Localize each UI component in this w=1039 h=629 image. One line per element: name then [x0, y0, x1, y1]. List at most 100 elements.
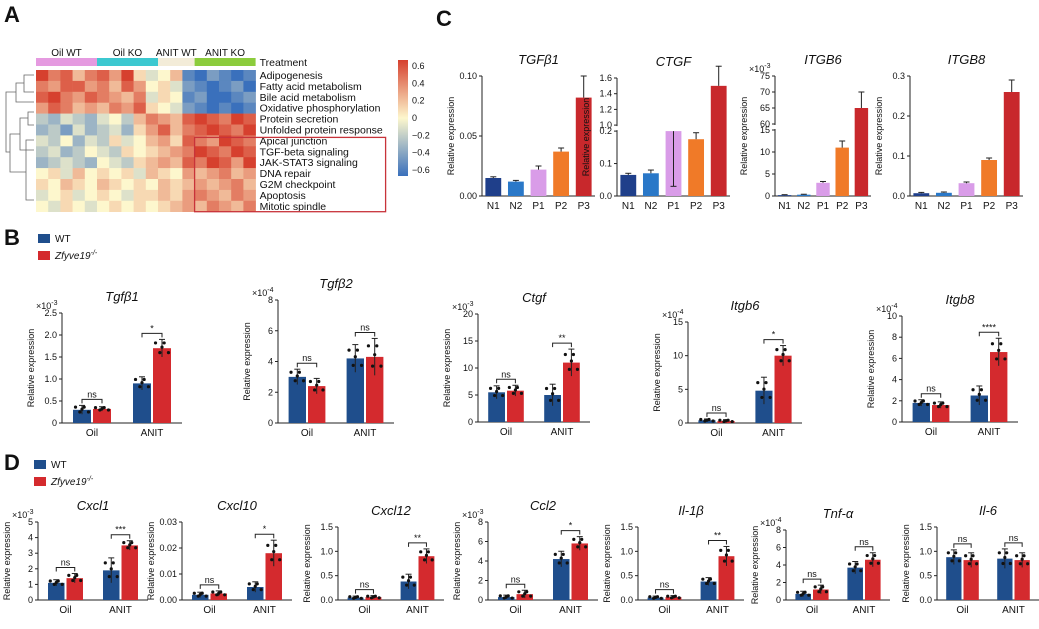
heatmap-cell — [243, 102, 256, 114]
group-label: Oil WT — [51, 48, 82, 59]
y-axis-label: Relative expression — [652, 333, 662, 412]
data-point — [48, 579, 52, 583]
heatmap-cell — [243, 168, 256, 180]
y-axis-label: Relative expression — [866, 330, 876, 409]
heatmap-row-label: Bile acid metabolism — [260, 92, 357, 104]
data-point — [529, 594, 533, 598]
legend-label-wt: WT — [51, 460, 67, 471]
heatmap-cell — [84, 146, 98, 158]
heatmap-cell — [36, 113, 49, 125]
data-point — [217, 591, 221, 595]
heatmap-cell — [219, 157, 232, 169]
heatmap-cell — [84, 70, 98, 82]
data-point — [82, 405, 86, 409]
y-tick-label: 20 — [463, 309, 473, 319]
data-point — [351, 363, 355, 367]
heatmap-cell — [231, 146, 244, 158]
significance-label: ns — [958, 534, 968, 544]
heatmap-cell — [145, 189, 159, 202]
heatmap-cell — [219, 146, 232, 158]
heatmap-cell — [170, 200, 183, 212]
heatmap-cell — [133, 124, 147, 136]
heatmap-cell — [36, 80, 49, 93]
color-scale-tick: 0.6 — [412, 61, 425, 71]
data-point — [52, 582, 56, 587]
heatmap-cell — [231, 91, 244, 103]
bar-wt-Oil — [946, 557, 962, 600]
legend-panel-b: WT Zfyve19-/- — [38, 234, 98, 262]
heatmap-cell — [121, 157, 134, 169]
legend-label-ko: Zfyve19-/- — [54, 250, 98, 262]
y-tick-label: 0.1 — [892, 151, 905, 161]
data-point — [359, 363, 364, 367]
heatmap-cell — [194, 80, 208, 93]
heatmap-cell — [84, 102, 98, 114]
bar-N2 — [642, 173, 659, 196]
y-tick-label: 5 — [678, 384, 683, 394]
data-point — [122, 540, 126, 545]
data-point — [73, 575, 77, 580]
chart-Itgb6: Itgb6 ×10-4 Relative expression 0 5 10 15 Oil ns… — [652, 298, 802, 439]
y-tick-label: 0 — [678, 418, 683, 428]
y-tick-label: 0.0 — [320, 595, 333, 605]
heatmap-cell — [158, 146, 171, 158]
y-tick-label: 10 — [760, 147, 770, 157]
heatmap-cell — [109, 189, 122, 202]
y-tick-label: 4 — [776, 560, 781, 570]
data-point — [760, 395, 764, 400]
heatmap-cell — [109, 146, 122, 158]
heatmap-cell — [121, 135, 134, 147]
data-point — [93, 406, 98, 410]
heatmap-cell — [182, 168, 195, 180]
group-label: ANIT KO — [205, 48, 245, 59]
significance-bracket — [560, 530, 581, 535]
y-tick-label: 0.5 — [620, 571, 633, 581]
data-point — [975, 562, 979, 566]
data-point — [130, 540, 134, 545]
heatmap-cell — [145, 124, 159, 136]
y-tick-label: 0.5 — [44, 396, 57, 406]
data-point — [507, 385, 511, 390]
heatmap-cell — [121, 168, 134, 180]
data-point — [913, 399, 917, 403]
data-point — [865, 553, 869, 558]
heatmap-cell — [170, 124, 183, 136]
data-point — [781, 352, 785, 357]
heatmap-cell — [36, 179, 49, 191]
bar-ko-ANIT — [1014, 560, 1030, 600]
data-point — [768, 395, 772, 400]
heatmap-cell — [84, 200, 98, 212]
significance-label: ns — [926, 384, 936, 394]
y-tick-label: 1.0 — [599, 120, 612, 130]
bar-ko-ANIT — [418, 556, 435, 600]
heatmap-cell — [231, 189, 244, 202]
bar-wt-Oil — [48, 582, 65, 600]
bar-wt-Oil — [795, 593, 811, 600]
heatmap-cell — [182, 91, 195, 103]
data-point — [424, 553, 429, 557]
heatmap-cell — [158, 91, 171, 103]
heatmap-cell — [121, 146, 134, 158]
heatmap-row-label: Protein secretion — [260, 114, 339, 126]
heatmap-cell — [194, 102, 208, 114]
data-point — [377, 596, 381, 600]
significance-bracket — [496, 378, 516, 384]
chart-title: CTGF — [656, 54, 692, 69]
chart-title: Tgfβ1 — [105, 289, 138, 304]
bar-ko-Oil — [365, 597, 382, 600]
data-point — [134, 546, 138, 550]
heatmap-cell — [121, 102, 134, 114]
panel-label-d: D — [4, 450, 20, 475]
legend-swatch-ko — [38, 251, 50, 260]
color-scale-tick: −0.6 — [412, 165, 430, 175]
y-axis-label: Relative expression — [874, 97, 884, 176]
data-point — [971, 554, 975, 558]
y-tick-label: 1.0 — [44, 374, 57, 384]
heatmap-cell — [243, 157, 256, 169]
legend-panel-d: WT Zfyve19-/- — [34, 460, 94, 488]
axis-exponent: ×10-3 — [462, 509, 484, 520]
bar-ko-ANIT — [718, 556, 735, 600]
data-point — [950, 559, 954, 563]
data-point — [711, 419, 715, 423]
